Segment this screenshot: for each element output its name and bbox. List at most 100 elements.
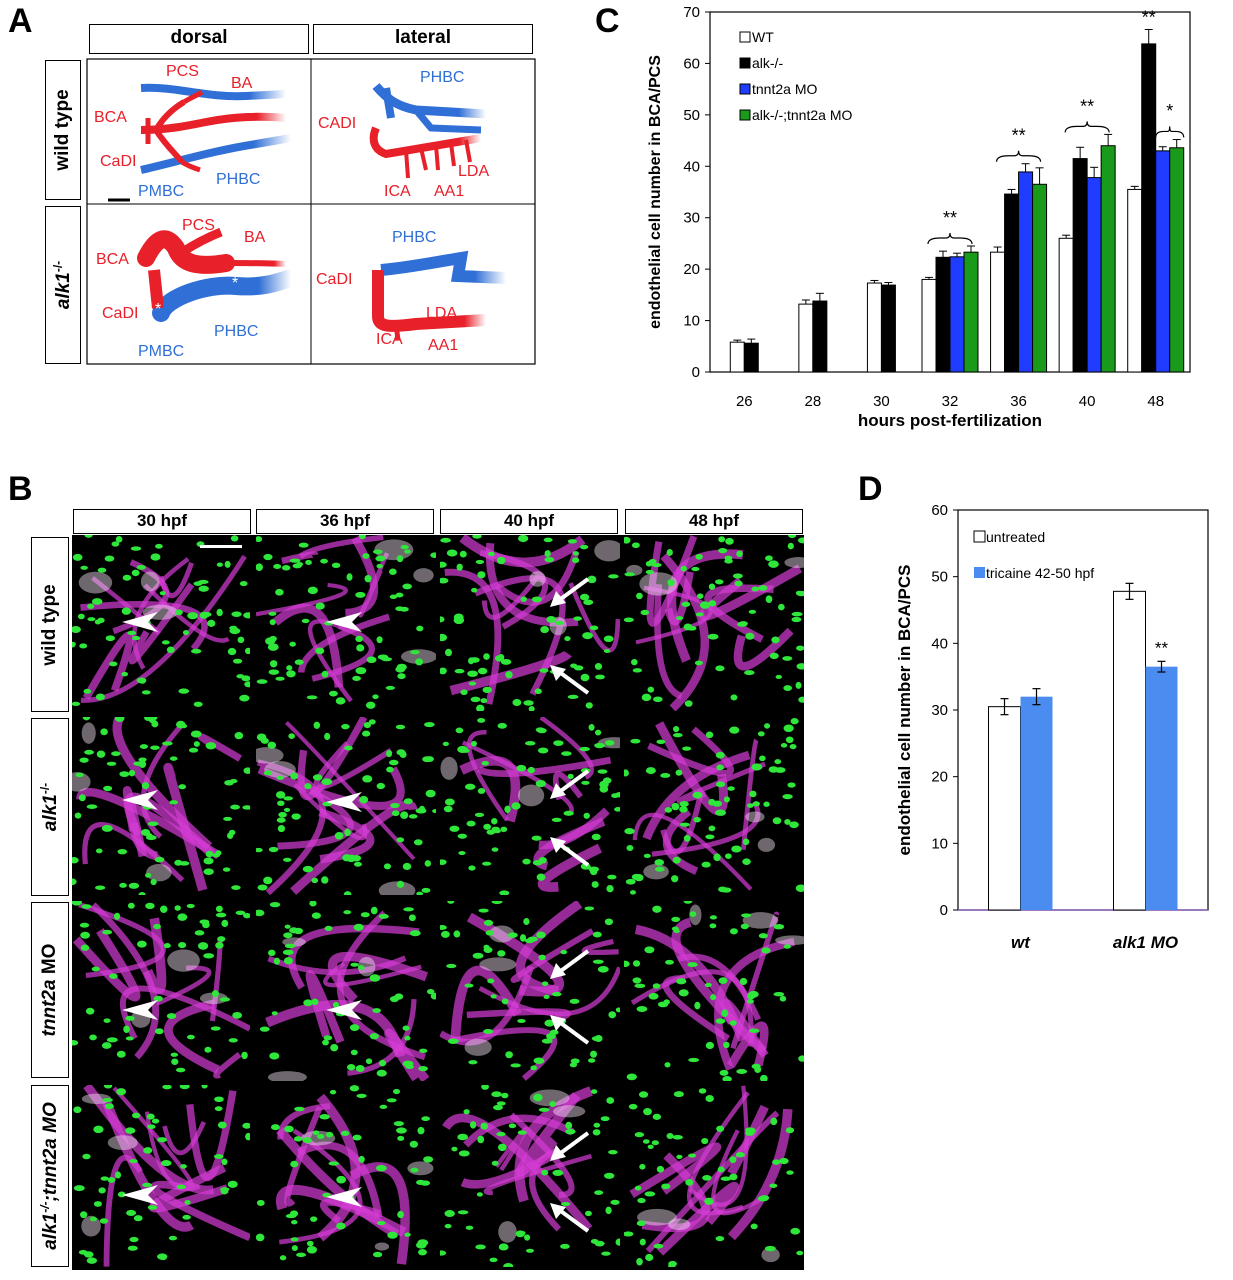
label-bca: BCA [94,109,127,126]
wt-dorsal-labels: PCS BA BCA CaDI PMBC PHBC [94,63,260,200]
chart-d-ytick-label: 20 [931,769,948,786]
chart-c-annotation: ** [1142,7,1156,27]
chart-c-legend-label: alk-/- [752,55,783,71]
panel-b-row-alk1-tnnt2a: alk1-/-;tnnt2a MO [31,1085,69,1267]
panel-a-row-alk1-label: alk1-/- [50,260,75,310]
chart-c-ylabel: endothelial cell number in BCA/PCS [647,55,664,329]
label-ba: BA [231,75,253,92]
chart-c-xtick-label: 30 [873,393,890,410]
chart-c-annotation: * [1166,101,1173,121]
label-cadi-alk: CaDI [102,305,138,322]
alk-lateral-labels: PHBC CaDI LDA ICA AA1 [316,229,458,354]
chart-c-xtick-label: 40 [1079,393,1096,410]
chart-c-bar [1072,158,1088,373]
label-lda-alk: LDA [426,305,457,322]
arrowhead-marker [122,1000,158,1020]
panel-letter-c: C [595,2,620,40]
chart-c-bar [1004,193,1020,373]
chart-d-ylabel: endothelial cell number in BCA/PCS [895,565,914,856]
panel-b-row-alk1: alk1-/- [31,718,69,896]
chart-c-bar [1100,145,1116,373]
chart-c-ytick-label: 10 [683,313,700,330]
label-lda: LDA [458,163,489,180]
chart-d: 0 10 20 30 40 50 60 wt alk1 MO ** untreated tricain… [895,502,1209,952]
label-ba-alk: BA [244,229,266,246]
arrow-marker [550,837,590,867]
chart-c-brace [995,150,1042,162]
chart-c-ytick-label: 70 [683,4,700,21]
label-cadi-lat: CADI [318,115,356,132]
label-pmbc: PMBC [138,183,184,200]
label-ica: ICA [384,183,411,200]
label-aa1-alk: AA1 [428,337,458,354]
chart-c-ytick-label: 60 [683,55,700,72]
panel-a-row-wildtype-label: wild type [52,89,73,171]
chart-c-xtick-label: 32 [942,393,959,410]
label-bca-alk: BCA [96,251,129,268]
panel-b-col-48: 48 hpf [625,509,803,534]
chart-c-bar [1032,183,1048,373]
chart-c-xtick-label: 28 [805,393,822,410]
panel-a-col-lateral: lateral [313,24,533,54]
chart-c-bar [1127,188,1143,373]
chart-c-bar [1018,171,1034,373]
chart-c-legend-label: WT [752,29,774,45]
arrow-marker [550,1131,590,1161]
chart-c-bar [921,278,937,373]
chart-d-legend-swatch [974,567,985,578]
chart-c-bar [963,251,979,373]
chart-d-bar [1145,666,1178,910]
panel-b-row-wildtype: wild type [31,537,69,712]
chart-d-ytick-label: 50 [931,569,948,586]
chart-c-bar [1155,150,1171,373]
micrograph-cell [72,901,250,1081]
panel-letter-a: A [8,2,33,40]
label-pmbc-alk: PMBC [138,343,184,360]
label-phbc-alk-lat: PHBC [392,229,436,246]
chart-c-xtick-label: 26 [736,393,753,410]
scale-bar [200,545,242,548]
chart-c-bar [949,256,965,373]
chart-c-legend-swatch [739,31,751,43]
micrograph-cell [624,717,804,895]
chart-c-ytick-label: 50 [683,107,700,124]
chart-c-legend-swatch [739,83,751,95]
chart-d-bar [1020,696,1053,910]
panel-letter-d: D [858,470,883,508]
micrograph-cell [440,717,620,895]
micrograph-grid [72,535,804,1270]
panel-a-row-alk1: alk1-/- [45,206,81,364]
arrowhead-marker [122,1185,158,1205]
label-phbc-lat: PHBC [420,69,464,86]
chart-c-bar [1058,237,1074,373]
chart-c-xtick-label: 36 [1010,393,1027,410]
alk-dorsal-labels: PCS BA BCA CaDI PMBC PHBC [96,217,266,360]
arrowhead-marker [122,790,158,810]
chart-c-bar [866,282,882,373]
arrowhead-marker [326,792,362,812]
panel-a-col-dorsal: dorsal [89,24,309,54]
chart-c-brace [1064,121,1110,133]
arrow-marker [550,1015,590,1045]
label-cadi-alk-lat: CaDI [316,271,352,288]
panel-b-row-alk1-tnnt2a-label: alk1-/-;tnnt2a MO [37,1102,62,1250]
chart-c-brace [1155,126,1185,138]
arrowhead-marker [326,1000,362,1020]
chart-d-annotation: ** [1155,638,1169,657]
chart-c-ytick-label: 0 [692,364,700,381]
micrograph-cell [72,1085,250,1267]
chart-d-bar [988,706,1021,911]
arrowhead-marker [326,612,362,632]
chart-d-xtick-label: alk1 MO [1113,933,1178,952]
chart-c-brace [927,232,973,245]
chart-c-bar [1141,43,1157,373]
label-ica-alk: ICA [376,331,403,348]
label-aa1: AA1 [434,183,464,200]
micrograph-cell [440,901,620,1081]
svg-text:*: * [155,301,161,318]
chart-c-xlabel: hours post-fertilization [858,411,1042,430]
panel-a-row-wildtype: wild type [45,60,81,200]
label-pcs-alk: PCS [182,217,215,234]
alk-lateral-vessels [372,250,507,341]
